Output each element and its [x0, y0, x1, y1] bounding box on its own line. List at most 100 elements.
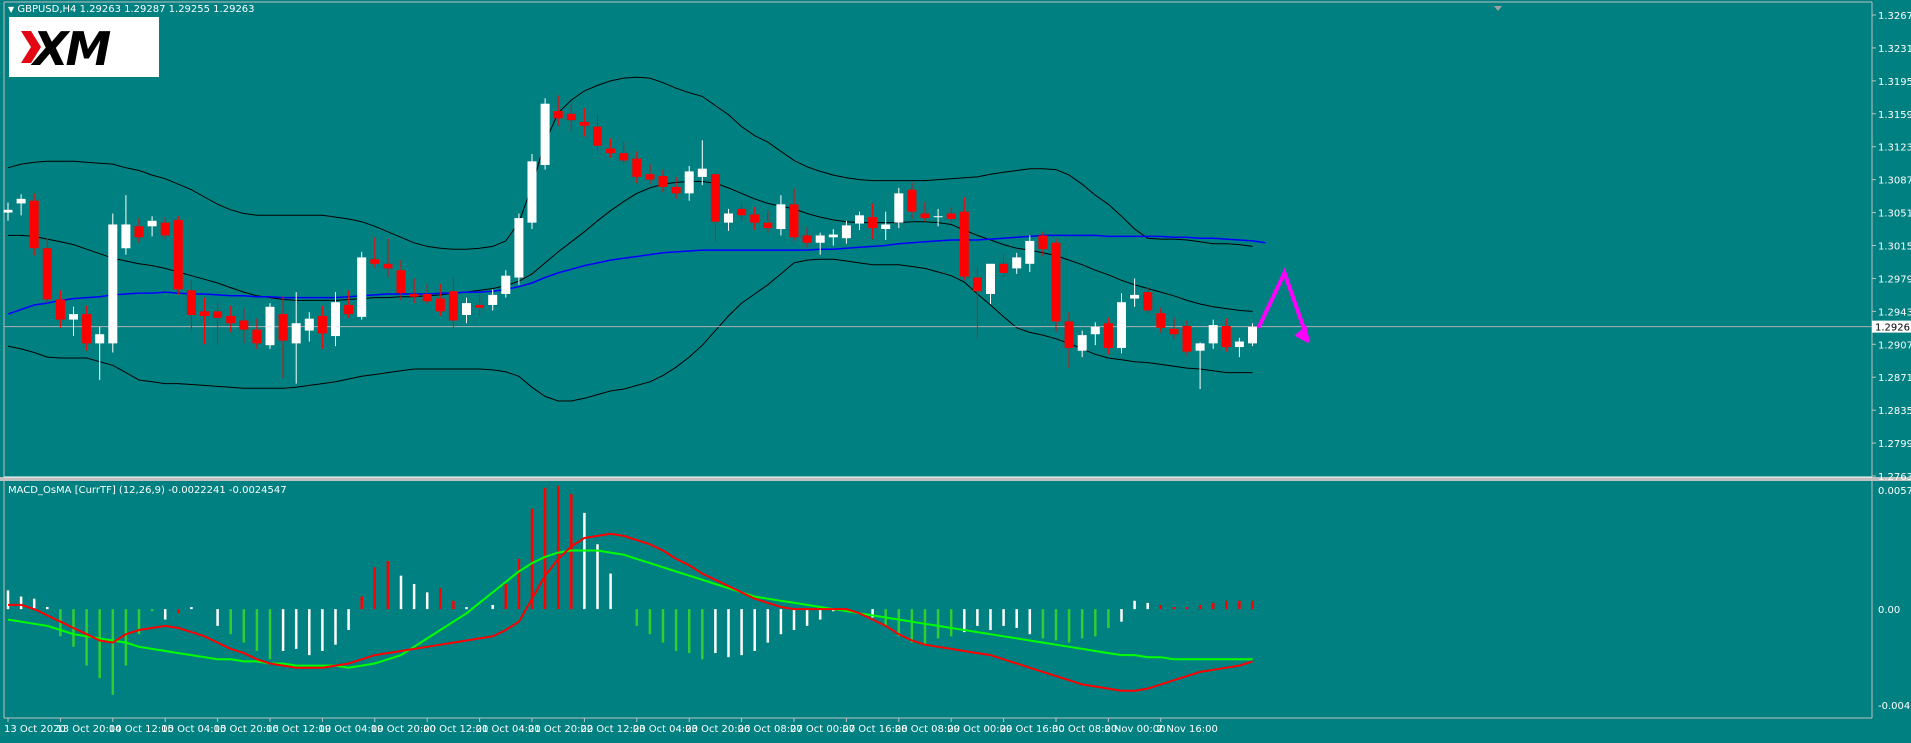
- collapse-triangle-icon[interactable]: ▼: [8, 5, 15, 14]
- symbol-text: GBPUSD,H4 1.29263 1.29287 1.29255 1.2926…: [17, 4, 255, 15]
- macd-histogram: [6, 485, 1254, 695]
- candle-body: [278, 314, 288, 341]
- candle: [540, 98, 550, 170]
- candle: [828, 229, 838, 246]
- time-tick-label: 29 Oct 00:00: [947, 724, 1012, 735]
- candle-body: [121, 224, 131, 249]
- bollinger-upper-line: [7, 76, 1253, 250]
- candle-body: [1103, 323, 1113, 348]
- candle-body: [684, 171, 694, 194]
- macd-lines: [7, 532, 1253, 692]
- candle: [435, 283, 445, 316]
- price-tick-label: 1.31950: [1878, 77, 1911, 88]
- candle: [396, 260, 406, 301]
- candle: [907, 182, 917, 219]
- candle: [1025, 235, 1035, 273]
- time-tick-label: 28 Oct 08:00: [895, 724, 960, 735]
- price-tick-label: 1.30150: [1878, 242, 1911, 253]
- candle-body: [344, 304, 354, 315]
- price-tick-label: 1.27990: [1878, 439, 1911, 450]
- bollinger-middle-line: [8, 181, 1253, 312]
- candle-body: [855, 215, 864, 224]
- candle: [291, 292, 301, 384]
- time-tick-label: 22 Oct 12:00: [580, 724, 645, 735]
- candle: [553, 95, 563, 126]
- time-tick-label: 15 Oct 04:00: [161, 724, 226, 735]
- candle-body: [252, 329, 262, 344]
- candle: [750, 207, 760, 230]
- candle: [710, 172, 720, 242]
- candle-body: [920, 213, 930, 219]
- candle-body: [331, 302, 340, 337]
- time-tick-label: 16 Oct 12:00: [266, 724, 331, 735]
- time-tick-label: 26 Oct 08:00: [738, 724, 803, 735]
- candle: [881, 211, 891, 241]
- current-price-badge: 1.29263: [1872, 320, 1911, 334]
- time-tick-label: 19 Oct 20:00: [371, 724, 436, 735]
- candle-body: [1025, 240, 1035, 264]
- candle-body: [1012, 257, 1022, 269]
- macd-tick-label: 0.00: [1878, 605, 1900, 616]
- candle: [579, 108, 589, 137]
- candle: [226, 305, 236, 333]
- candle: [933, 208, 943, 227]
- bollinger-lower-line: [7, 258, 1253, 402]
- candle-body: [514, 218, 524, 278]
- candle: [3, 202, 13, 221]
- candle: [763, 210, 773, 233]
- candle: [737, 202, 747, 222]
- candle: [108, 213, 118, 353]
- candle: [789, 188, 799, 241]
- candle-body: [55, 299, 65, 320]
- candle-body: [1248, 326, 1257, 344]
- candle: [331, 292, 340, 347]
- candle-body: [933, 216, 943, 218]
- candle-body: [69, 314, 78, 320]
- forecast-arrow-head: [1294, 325, 1309, 344]
- price-tick-label: 1.32670: [1878, 11, 1911, 22]
- symbol-header[interactable]: ▼ GBPUSD,H4 1.29263 1.29287 1.29255 1.29…: [8, 4, 255, 15]
- candle: [1090, 322, 1100, 346]
- candle: [160, 217, 170, 240]
- candle-body: [265, 306, 275, 346]
- candle: [409, 278, 419, 304]
- candle-body: [448, 291, 458, 321]
- candle: [1156, 307, 1166, 333]
- candle-body: [42, 248, 52, 300]
- candle-body: [226, 315, 236, 324]
- time-tick-label: 23 Oct 04:00: [633, 724, 698, 735]
- candle-body: [3, 209, 13, 213]
- price-tick-label: 1.29430: [1878, 307, 1911, 318]
- time-tick-label: 2 Nov 00:00: [1104, 724, 1165, 735]
- candle-body: [724, 213, 733, 223]
- candle: [1221, 318, 1231, 352]
- candle: [200, 297, 209, 345]
- price-axis[interactable]: 1.32670 1.32310 1.31950 1.31590 1.31230 1.308…: [1872, 11, 1911, 483]
- candle-body: [645, 174, 655, 180]
- shift-marker-icon[interactable]: [1494, 6, 1502, 11]
- candle: [95, 326, 105, 380]
- candle: [448, 277, 458, 329]
- candle-body: [1038, 235, 1048, 250]
- candle: [1130, 278, 1140, 307]
- candle-body: [1169, 328, 1179, 335]
- candle-body: [619, 153, 629, 161]
- macd-indicator-label[interactable]: MACD_OsMA [CurrTF] (12,26,9) -0.0022241 …: [8, 485, 287, 496]
- candle-body: [488, 294, 498, 305]
- candle: [42, 238, 52, 304]
- candle: [920, 201, 930, 222]
- candle: [684, 165, 694, 201]
- candle-body: [108, 224, 118, 344]
- candle-body: [147, 220, 157, 227]
- candle-body: [239, 320, 249, 330]
- pane-splitter[interactable]: [0, 477, 1911, 481]
- candle-body: [907, 189, 917, 212]
- candle-body: [593, 126, 602, 146]
- candle: [317, 305, 327, 349]
- time-tick-label: 30 Oct 08:00: [1052, 724, 1117, 735]
- candle-body: [16, 198, 26, 204]
